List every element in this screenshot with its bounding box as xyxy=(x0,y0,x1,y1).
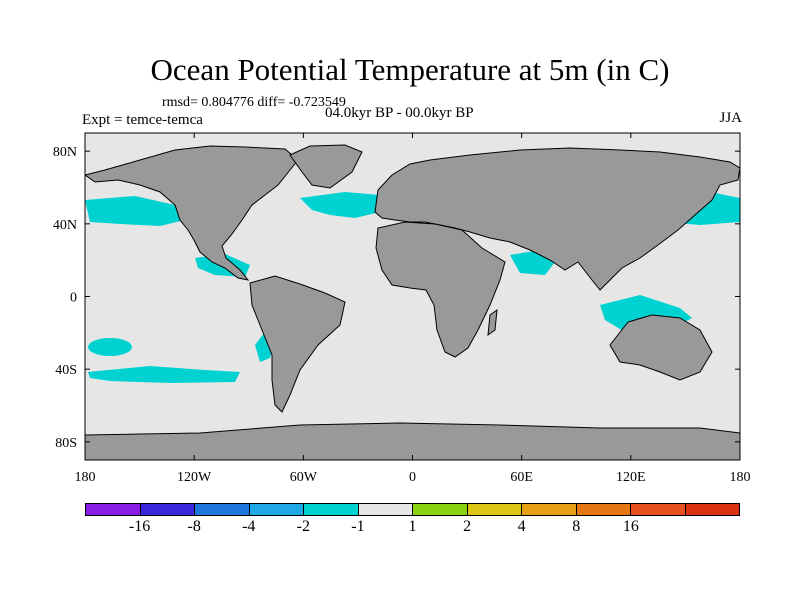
colorbar-label: 8 xyxy=(572,518,581,535)
longitude-axis: 180 120W 60W 0 60E 120E 180 xyxy=(75,133,751,485)
australia xyxy=(609,314,713,381)
lat-tick-label: 80S xyxy=(55,436,77,451)
map-title: Ocean Potential Temperature at 5m (in C) xyxy=(150,52,670,87)
colorbar-label: -1 xyxy=(351,518,365,535)
colorbar-label: 16 xyxy=(622,518,639,535)
lon-tick-label: 60W xyxy=(290,470,318,485)
stats-text: rmsd= 0.804776 diff= -0.723549 xyxy=(162,95,346,110)
season-label: JJA xyxy=(719,110,742,126)
experiment-label: Expt = temce-temca xyxy=(82,112,203,128)
colorbar-label: -16 xyxy=(128,518,151,535)
colorbar-cell xyxy=(140,504,195,515)
lon-tick-label: 0 xyxy=(409,470,416,485)
colorbar-cell xyxy=(413,504,468,515)
latitude-axis: 80N 40N 0 40S 80S xyxy=(53,145,740,451)
colorbar-cell xyxy=(249,504,304,515)
colorbar-label: -8 xyxy=(187,518,201,535)
greenland xyxy=(289,144,363,189)
period-label: 04.0kyr BP - 00.0kyr BP xyxy=(325,105,474,121)
colorbar-cell xyxy=(86,504,141,515)
colorbar-label: 2 xyxy=(463,518,472,535)
lon-tick-label: 180 xyxy=(75,470,96,485)
lon-tick-label: 60E xyxy=(510,470,533,485)
colorbar-cell xyxy=(522,504,577,515)
colorbar-cell xyxy=(195,504,250,515)
colorbar-label: 1 xyxy=(408,518,417,535)
lon-tick-label: 120W xyxy=(177,470,212,485)
lat-tick-label: 0 xyxy=(70,291,77,306)
colorbar-label: 4 xyxy=(517,518,526,535)
south-america xyxy=(249,275,346,413)
colorbar-cell xyxy=(304,504,359,515)
lat-tick-label: 80N xyxy=(53,145,77,160)
colorbar-cell xyxy=(631,504,686,515)
africa xyxy=(375,221,506,358)
colorbar-label: -2 xyxy=(296,518,310,535)
antarctica xyxy=(85,422,740,460)
colorbar-cell xyxy=(358,504,413,515)
lat-tick-label: 40N xyxy=(53,218,77,233)
colorbar-label: -4 xyxy=(242,518,256,535)
colorbar-cell xyxy=(467,504,522,515)
colorbar xyxy=(85,503,740,516)
colorbar-cell xyxy=(576,504,631,515)
lon-tick-label: 180 xyxy=(730,470,751,485)
land-masses xyxy=(85,144,740,460)
madagascar xyxy=(487,308,498,337)
colorbar-cell xyxy=(685,504,739,515)
lon-tick-label: 120E xyxy=(616,470,646,485)
lat-tick-label: 40S xyxy=(55,363,77,378)
north-america xyxy=(85,145,299,281)
